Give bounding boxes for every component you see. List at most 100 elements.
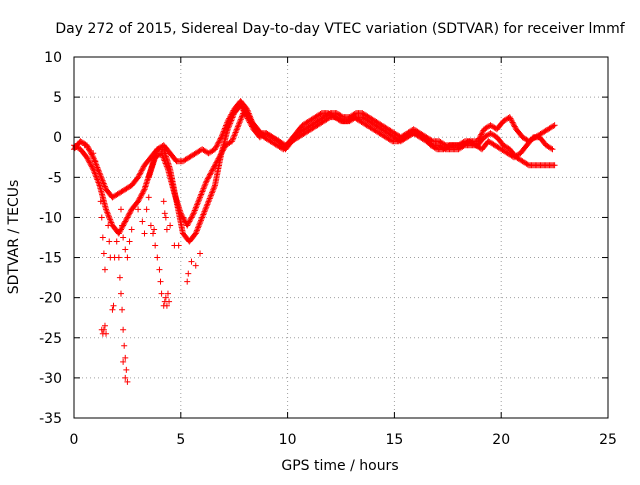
data-point xyxy=(163,161,170,168)
data-point xyxy=(190,210,197,217)
data-point xyxy=(107,216,114,223)
data-point xyxy=(98,214,105,221)
data-point xyxy=(199,187,206,194)
data-point xyxy=(197,194,204,201)
data-point xyxy=(185,270,192,277)
data-point xyxy=(211,146,218,153)
data-point xyxy=(90,167,97,174)
data-point xyxy=(104,209,111,216)
data-point xyxy=(239,111,246,118)
data-point xyxy=(214,142,221,149)
data-point xyxy=(135,198,142,205)
data-point xyxy=(216,154,223,161)
data-point xyxy=(218,150,225,157)
data-point xyxy=(162,160,169,167)
data-point xyxy=(235,122,242,129)
data-point xyxy=(85,144,92,151)
data-point xyxy=(162,159,169,166)
data-point xyxy=(101,322,108,329)
data-point xyxy=(123,366,130,373)
data-point xyxy=(101,266,108,273)
data-point xyxy=(524,161,531,168)
data-point xyxy=(216,136,223,143)
data-point xyxy=(108,221,115,228)
data-point xyxy=(100,326,107,333)
data-point xyxy=(162,214,169,221)
data-point xyxy=(85,146,92,153)
data-point xyxy=(186,218,193,225)
data-point xyxy=(198,215,205,222)
data-point xyxy=(166,298,173,305)
data-point xyxy=(214,158,221,165)
y-tick-label: -35 xyxy=(39,411,62,427)
data-point xyxy=(200,210,207,217)
data-point xyxy=(230,113,237,120)
data-point xyxy=(84,143,91,150)
data-point xyxy=(181,217,188,224)
y-tick-label: -5 xyxy=(48,170,62,186)
data-point xyxy=(83,154,90,161)
x-tick-label: 20 xyxy=(492,432,510,448)
data-point xyxy=(213,159,220,166)
data-point xyxy=(551,122,558,129)
y-tick-label: -15 xyxy=(39,251,62,267)
data-point xyxy=(92,172,99,179)
data-point xyxy=(229,114,236,121)
data-point xyxy=(207,192,214,199)
data-point xyxy=(89,152,96,159)
data-point xyxy=(506,114,513,121)
data-point xyxy=(196,195,203,202)
data-point xyxy=(178,211,185,218)
data-point xyxy=(140,164,147,171)
data-point xyxy=(197,250,204,257)
data-point xyxy=(232,129,239,136)
data-point xyxy=(180,215,187,222)
data-point xyxy=(120,326,127,333)
x-tick-label: 15 xyxy=(385,432,403,448)
data-point xyxy=(161,157,168,164)
data-point xyxy=(199,188,206,195)
data-point xyxy=(121,342,128,349)
data-point xyxy=(211,163,218,170)
data-point xyxy=(195,197,202,204)
data-point xyxy=(201,208,208,215)
data-point xyxy=(233,126,240,133)
data-point xyxy=(145,194,152,201)
data-point xyxy=(206,171,213,178)
data-point xyxy=(140,189,147,196)
data-point xyxy=(192,262,199,269)
plot-frame xyxy=(73,56,609,419)
data-point xyxy=(200,185,207,192)
data-point xyxy=(96,180,103,187)
y-tick-label: -20 xyxy=(39,291,62,307)
data-point xyxy=(123,215,130,222)
data-point xyxy=(194,200,201,207)
data-point xyxy=(125,213,132,220)
data-point xyxy=(219,131,226,138)
data-point xyxy=(122,217,129,224)
data-point xyxy=(508,118,515,125)
data-point xyxy=(201,184,208,191)
data-point xyxy=(105,222,112,229)
data-point xyxy=(125,211,132,218)
data-point xyxy=(95,179,102,186)
data-point xyxy=(205,174,212,181)
data-point xyxy=(209,167,216,174)
data-point xyxy=(206,172,213,179)
data-point xyxy=(147,222,154,229)
data-point xyxy=(188,258,195,265)
data-point xyxy=(231,132,238,139)
data-point xyxy=(163,163,170,170)
data-point xyxy=(215,155,222,162)
data-point xyxy=(106,238,113,245)
data-point xyxy=(141,230,148,237)
data-point xyxy=(91,157,98,164)
data-point xyxy=(161,210,168,217)
data-point xyxy=(116,274,123,281)
data-point xyxy=(99,234,106,241)
data-point xyxy=(163,302,170,309)
data-point xyxy=(202,205,209,212)
data-point xyxy=(188,214,195,221)
data-point xyxy=(219,148,226,155)
